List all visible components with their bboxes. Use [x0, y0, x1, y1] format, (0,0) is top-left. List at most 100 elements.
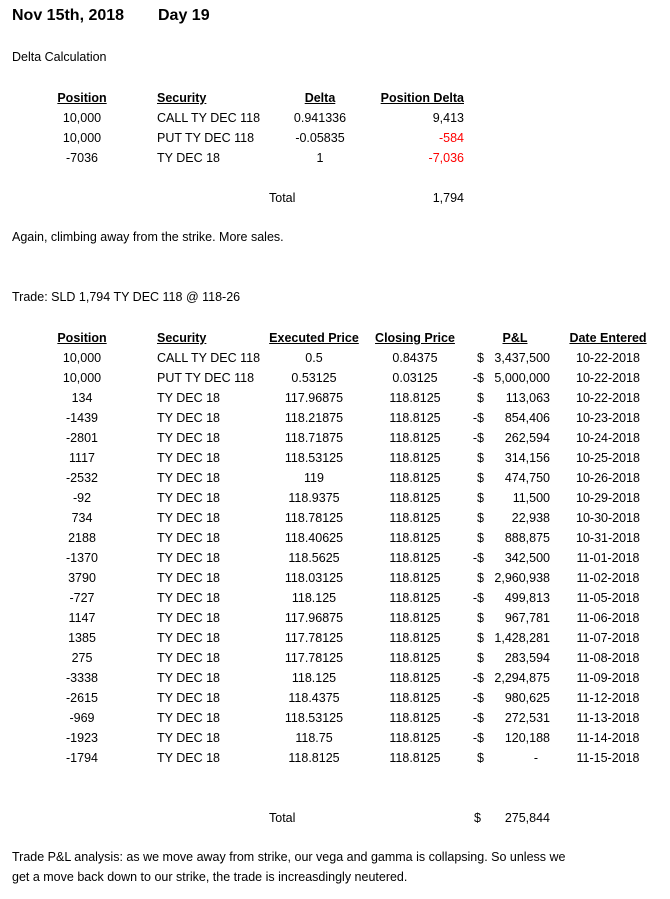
- security-cell: TY DEC 18: [157, 711, 220, 725]
- security-cell: TY DEC 18: [157, 391, 220, 405]
- date-cell: 11-08-2018: [576, 651, 640, 665]
- executed-price-cell: 118.5625: [288, 551, 340, 565]
- security-cell: TY DEC 18: [157, 431, 220, 445]
- currency-cell: $: [477, 351, 484, 365]
- position-cell: 2188: [68, 531, 96, 545]
- date-cell: 10-23-2018: [576, 411, 640, 425]
- analysis-line-2: get a move back down to our strike, the …: [12, 870, 408, 884]
- col-position-delta: Position Delta: [380, 91, 464, 105]
- date-cell: 11-15-2018: [576, 751, 640, 765]
- date-cell: 10-31-2018: [576, 531, 640, 545]
- security-cell: TY DEC 18: [157, 691, 220, 705]
- executed-price-cell: 118.8125: [288, 751, 340, 765]
- position-cell: -2801: [66, 431, 98, 445]
- trade-row: -2532 TY DEC 18 119 118.8125 $474,750 10-26-2…: [0, 468, 670, 488]
- position-cell: 1117: [69, 451, 95, 465]
- executed-price-cell: 118.40625: [284, 531, 344, 545]
- total-value: 275,844: [504, 811, 550, 825]
- currency-cell: -$: [472, 411, 484, 425]
- analysis-line-1: Trade P&L analysis: as we move away from…: [12, 850, 566, 864]
- position-cell: -92: [72, 491, 92, 505]
- trade-row: 2188 TY DEC 18 118.40625 118.8125 $888,875 10…: [0, 528, 670, 548]
- date-title: Nov 15th, 2018: [12, 7, 125, 24]
- date-cell: 11-07-2018: [576, 631, 640, 645]
- closing-price-cell: 118.8125: [389, 711, 441, 725]
- position-cell: -2615: [66, 691, 98, 705]
- closing-price-cell: 118.8125: [389, 751, 441, 765]
- security-cell: TY DEC 18: [157, 731, 220, 745]
- delta-total-row: Total 1,794: [0, 188, 670, 208]
- security-cell: TY DEC 18: [157, 571, 220, 585]
- executed-price-cell: 118.125: [291, 671, 337, 685]
- col-closing-price: Closing Price: [375, 331, 455, 345]
- security-cell: TY DEC 18: [157, 471, 220, 485]
- trade-row: -2615 TY DEC 18 118.4375 118.8125 -$ 980,625 1…: [0, 688, 670, 708]
- executed-price-cell: 118.53125: [284, 711, 344, 725]
- position-cell: 3790: [68, 571, 96, 585]
- pnl-cell: 499,813: [504, 591, 550, 605]
- position-cell: 10,000: [62, 351, 102, 365]
- security-cell: TY DEC 18: [157, 631, 220, 645]
- trade-row: -969 TY DEC 18 118.53125 118.8125 -$ 272,531 1…: [0, 708, 670, 728]
- currency-cell: -$: [472, 591, 484, 605]
- pnl-cell: 11,500: [512, 491, 550, 505]
- pnl-cell: 2,960,938: [494, 571, 550, 585]
- closing-price-cell: 118.8125: [389, 611, 441, 625]
- date-cell: 11-13-2018: [576, 711, 640, 725]
- col-pnl: P&L: [502, 331, 528, 345]
- position-cell: -1370: [66, 551, 98, 565]
- executed-price-cell: 117.96875: [284, 391, 344, 405]
- trade-row: -92 TY DEC 18 118.9375 118.8125 $11,500 10-29…: [0, 488, 670, 508]
- position-cell: -1439: [66, 411, 98, 425]
- closing-price-cell: 0.84375: [392, 351, 438, 365]
- currency-cell: -$: [472, 431, 484, 445]
- position-delta-cell: 9,413: [432, 111, 464, 125]
- currency-cell: $: [477, 451, 484, 465]
- delta-cell: 0.941336: [293, 111, 347, 125]
- closing-price-cell: 118.8125: [389, 551, 441, 565]
- col-security: Security: [157, 331, 207, 345]
- currency-cell: $: [477, 631, 484, 645]
- executed-price-cell: 0.53125: [291, 371, 337, 385]
- currency-cell: $: [477, 751, 484, 765]
- total-value: 1,794: [432, 191, 464, 205]
- position-cell: 10,000: [62, 111, 102, 125]
- trade-row: 134 TY DEC 18 117.96875 118.8125 $113,063 10-…: [0, 388, 670, 408]
- col-executed-price: Executed Price: [269, 331, 359, 345]
- closing-price-cell: 118.8125: [389, 431, 441, 445]
- executed-price-cell: 119: [304, 471, 324, 485]
- total-label: Total: [269, 811, 296, 825]
- security-cell: PUT TY DEC 118: [157, 371, 255, 385]
- day-title: Day 19: [158, 7, 210, 24]
- executed-price-cell: 118.4375: [288, 691, 340, 705]
- col-position: Position: [57, 331, 107, 345]
- trade-row: 10,000 CALL TY DEC 118 0.5 0.84375 $3,437,50…: [0, 348, 670, 368]
- date-cell: 10-22-2018: [576, 351, 640, 365]
- closing-price-cell: 118.8125: [389, 731, 441, 745]
- currency-cell: -$: [472, 551, 484, 565]
- trade-row: 1147 TY DEC 18 117.96875 118.8125 $967,781 11…: [0, 608, 670, 628]
- currency-cell: $: [477, 531, 484, 545]
- date-cell: 10-30-2018: [576, 511, 640, 525]
- currency-cell: -$: [472, 731, 484, 745]
- trade-row: 734 TY DEC 18 118.78125 118.8125 $22,938 10-3…: [0, 508, 670, 528]
- security-cell: TY DEC 18: [157, 611, 220, 625]
- security-cell: PUT TY DEC 118: [157, 131, 255, 145]
- date-cell: 11-05-2018: [576, 591, 640, 605]
- pnl-cell: 980,625: [504, 691, 550, 705]
- currency-cell: $: [477, 511, 484, 525]
- position-cell: -7036: [66, 151, 98, 165]
- pnl-cell: 1,428,281: [494, 631, 550, 645]
- security-cell: CALL TY DEC 118: [157, 351, 261, 365]
- executed-price-cell: 117.78125: [284, 651, 344, 665]
- position-delta-cell: -7,036: [428, 151, 464, 165]
- trade-line: Trade: SLD 1,794 TY DEC 118 @ 118-26: [12, 290, 241, 304]
- position-cell: 10,000: [62, 371, 102, 385]
- position-cell: 1385: [68, 631, 96, 645]
- pnl-cell: 474,750: [504, 471, 550, 485]
- position-delta-cell: -584: [438, 131, 464, 145]
- currency-cell: $: [477, 391, 484, 405]
- currency-cell: $: [477, 651, 484, 665]
- position-cell: 134: [71, 391, 93, 405]
